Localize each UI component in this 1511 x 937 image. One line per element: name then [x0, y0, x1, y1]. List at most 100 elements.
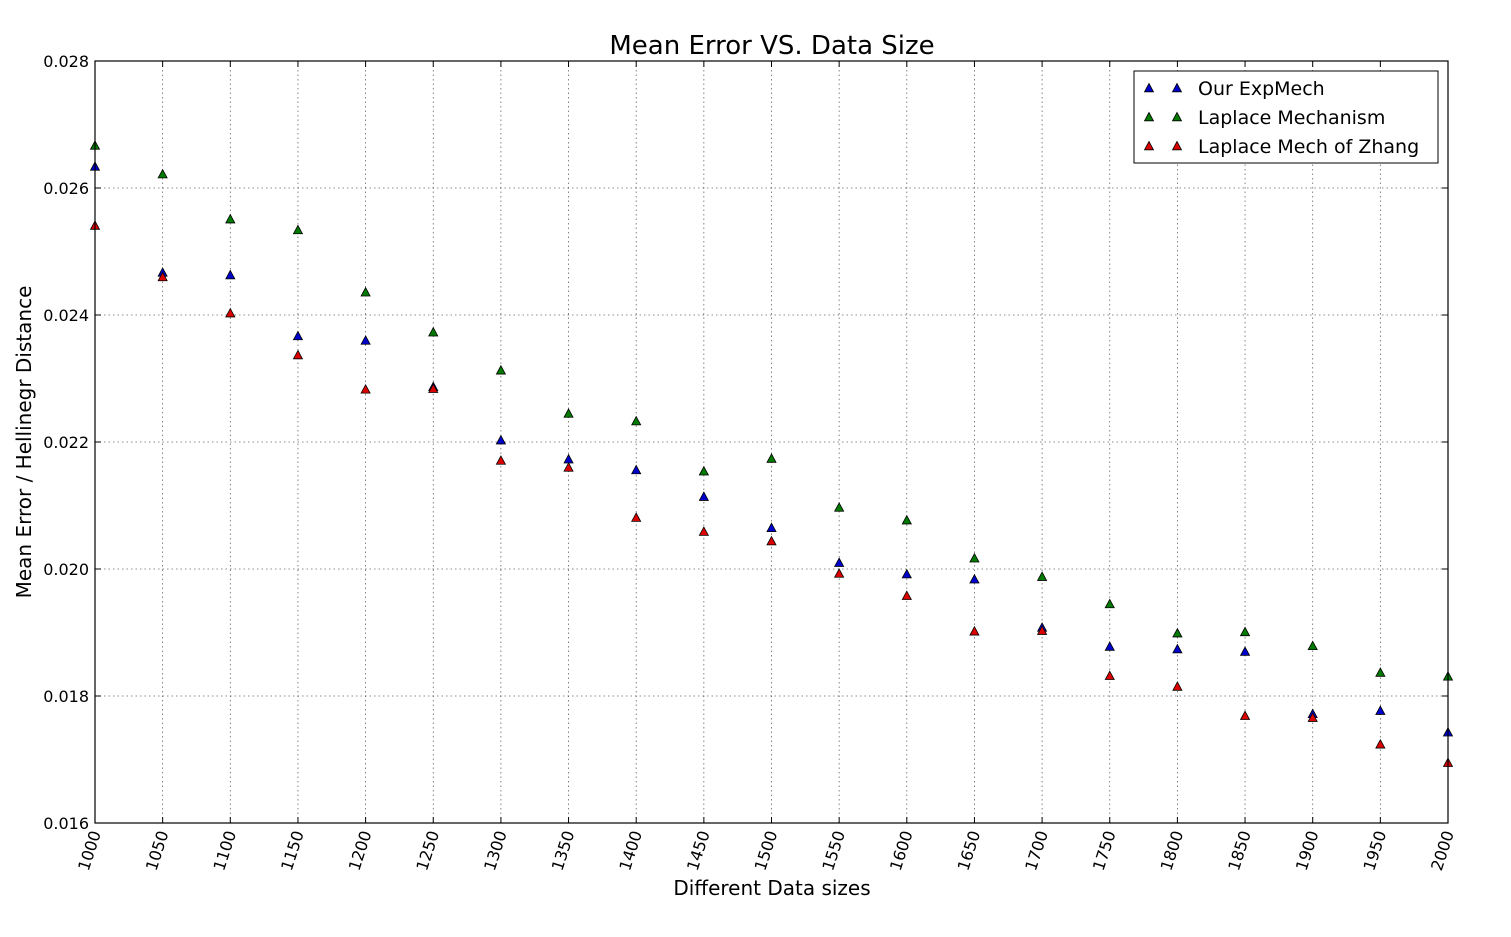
point-laplace-mechanism	[901, 514, 912, 525]
point-laplace-mech-of-zhang	[1307, 712, 1318, 722]
y-tick-label: 0.018	[43, 687, 89, 706]
x-tick-label: 1550	[818, 828, 849, 873]
point-laplace-mechanism	[631, 415, 642, 426]
point-laplace-mechanism	[1036, 571, 1048, 581]
x-tick-label: 1750	[1089, 828, 1120, 873]
legend: Our ExpMech Laplace Mechanism Laplace Mech…	[1133, 70, 1439, 164]
x-tick-label: 1700	[1021, 828, 1052, 873]
plot-frame	[94, 60, 1449, 824]
data-points	[89, 140, 1454, 767]
point-laplace-mechanism	[1375, 667, 1386, 677]
point-our-expmech	[292, 330, 304, 341]
point-our-expmech	[1239, 646, 1251, 656]
point-laplace-mech-of-zhang	[1375, 738, 1386, 749]
point-our-expmech	[969, 573, 980, 584]
point-our-expmech	[225, 269, 236, 280]
point-our-expmech	[631, 464, 642, 475]
x-tick-label: 1950	[1360, 828, 1391, 873]
point-laplace-mechanism	[563, 408, 574, 418]
x-tick-label: 1650	[954, 828, 985, 873]
point-laplace-mech-of-zhang	[157, 271, 168, 282]
point-our-expmech	[563, 453, 574, 464]
point-laplace-mech-of-zhang	[631, 512, 642, 522]
point-our-expmech	[698, 491, 710, 501]
point-laplace-mech-of-zhang	[901, 590, 912, 600]
point-laplace-mech-of-zhang	[1239, 710, 1251, 720]
point-laplace-mechanism	[1239, 626, 1251, 637]
point-laplace-mech-of-zhang	[969, 625, 980, 636]
point-our-expmech	[1375, 705, 1386, 715]
point-laplace-mech-of-zhang	[225, 307, 236, 318]
point-laplace-mech-of-zhang	[428, 383, 439, 393]
axes: 1000 1050 1100 1150 1200 1250 1300 1350 1400 1450…	[43, 52, 1458, 873]
y-axis-label: Mean Error / Hellinegr Distance	[12, 286, 36, 599]
point-laplace-mech-of-zhang	[833, 568, 845, 578]
grid-lines	[95, 61, 1448, 823]
point-laplace-mechanism	[969, 552, 980, 563]
legend-marker	[1143, 82, 1155, 93]
point-laplace-mechanism	[833, 502, 845, 512]
x-tick-label: 1000	[74, 828, 105, 873]
y-tick-label: 0.028	[43, 52, 89, 71]
point-laplace-mech-of-zhang	[766, 535, 777, 546]
point-our-expmech	[495, 434, 507, 445]
x-tick-label: 1250	[412, 828, 443, 873]
legend-box	[1133, 70, 1439, 164]
legend-marker	[1143, 140, 1155, 151]
x-tick-label: 1850	[1224, 828, 1255, 873]
legend-label: Laplace Mech of Zhang	[1198, 136, 1419, 158]
point-laplace-mechanism	[360, 286, 371, 297]
x-tick-label: 1200	[345, 828, 376, 873]
x-tick-label: 1600	[886, 828, 917, 873]
y-tick-label: 0.016	[43, 814, 89, 833]
x-tick-label: 1800	[1157, 828, 1188, 873]
x-tick-label: 1400	[615, 828, 646, 873]
point-laplace-mech-of-zhang	[495, 455, 507, 465]
y-tick-label: 0.026	[43, 179, 89, 198]
point-laplace-mech-of-zhang	[1036, 625, 1048, 635]
point-our-expmech	[360, 335, 371, 345]
y-tick-label: 0.020	[43, 560, 89, 579]
legend-marker	[1171, 140, 1183, 151]
legend-marker	[1143, 111, 1155, 122]
x-tick-label: 1450	[683, 828, 714, 873]
x-tick-label: 1150	[277, 828, 308, 873]
legend-label: Our ExpMech	[1198, 78, 1325, 100]
x-tick-label: 1500	[751, 828, 782, 873]
point-laplace-mech-of-zhang	[292, 349, 304, 360]
point-laplace-mechanism	[1172, 627, 1183, 638]
x-tick-label: 1100	[209, 828, 240, 873]
point-our-expmech	[1104, 641, 1115, 651]
y-tick-label: 0.024	[43, 306, 89, 325]
chart-title: Mean Error VS. Data Size	[609, 31, 934, 61]
point-laplace-mechanism	[1104, 598, 1115, 609]
point-our-expmech	[1172, 643, 1183, 654]
point-laplace-mech-of-zhang	[698, 526, 710, 536]
point-laplace-mechanism	[1307, 640, 1318, 651]
x-tick-label: 1900	[1292, 828, 1323, 873]
legend-marker	[1171, 82, 1183, 93]
point-laplace-mech-of-zhang	[360, 383, 371, 394]
point-laplace-mechanism	[157, 168, 168, 179]
point-laplace-mech-of-zhang	[1172, 681, 1183, 691]
point-laplace-mechanism	[225, 213, 236, 224]
x-tick-label: 1050	[142, 828, 173, 873]
point-our-expmech	[901, 568, 912, 579]
legend-marker	[1171, 111, 1183, 122]
y-tick-label: 0.022	[43, 433, 89, 452]
x-tick-label: 2000	[1427, 828, 1458, 873]
point-laplace-mechanism	[428, 326, 439, 337]
x-axis-label: Different Data sizes	[673, 876, 870, 900]
point-our-expmech	[833, 557, 845, 567]
legend-label: Laplace Mechanism	[1198, 107, 1385, 129]
point-our-expmech	[766, 522, 777, 532]
point-laplace-mechanism	[766, 453, 777, 463]
x-tick-label: 1300	[480, 828, 511, 873]
point-laplace-mechanism	[495, 364, 507, 375]
x-tick-label: 1350	[548, 828, 579, 873]
point-laplace-mechanism	[698, 465, 710, 476]
point-laplace-mechanism	[292, 224, 304, 235]
point-laplace-mech-of-zhang	[1104, 670, 1115, 680]
